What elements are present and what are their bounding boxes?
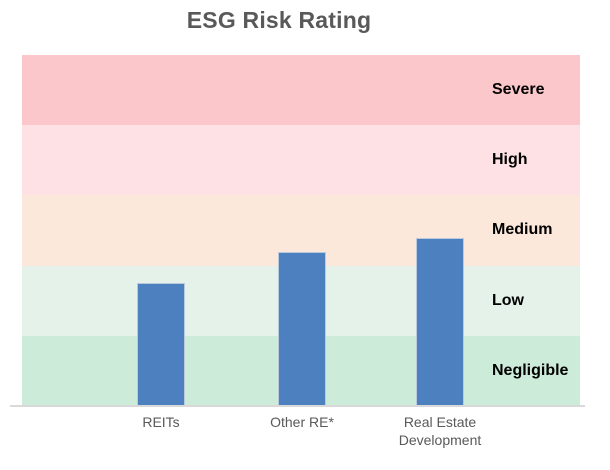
bar-other-re — [278, 252, 326, 406]
risk-band-label-negligible: Negligible — [492, 361, 569, 379]
risk-band-label-severe: Severe — [492, 81, 545, 99]
chart-title: ESG Risk Rating — [186, 7, 372, 33]
x-axis-line — [10, 405, 585, 407]
risk-band-high: High — [22, 125, 580, 196]
risk-band-label-high: High — [492, 151, 528, 169]
risk-band-label-low: Low — [492, 291, 524, 309]
x-axis-label-other-re: Other RE* — [270, 414, 334, 430]
x-axis-label-reits: REITs — [142, 414, 180, 430]
risk-band-label-medium: Medium — [492, 221, 553, 239]
x-axis-label-real-estate-development: Real Estate Development — [398, 414, 482, 448]
plot-area: Severe High Medium Low Negligible — [22, 55, 580, 406]
bar-reits — [137, 283, 185, 406]
bar-real-estate-development — [416, 238, 464, 406]
risk-band-severe: Severe — [22, 55, 580, 126]
